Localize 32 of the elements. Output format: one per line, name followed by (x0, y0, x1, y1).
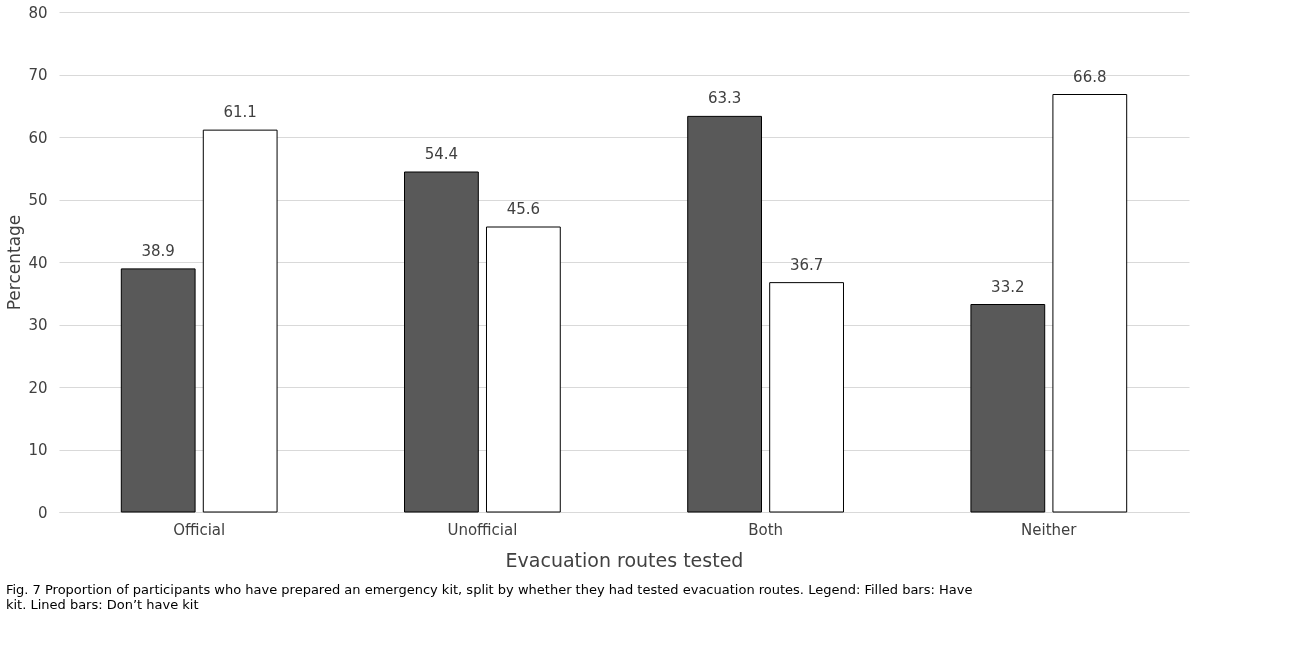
data-label: 54.4 (424, 145, 459, 163)
x-tick-label: Neither (1021, 520, 1078, 539)
bar (687, 115, 762, 513)
data-label: 61.1 (223, 103, 257, 122)
data-label: 63.3 (707, 89, 742, 108)
x-tick-label: Unofficial (447, 520, 518, 539)
y-tick-label: 30 (28, 316, 48, 334)
bar (202, 129, 278, 513)
y-tick-label: 50 (28, 191, 48, 209)
bar (970, 304, 1046, 513)
bar (769, 282, 844, 513)
data-label: 45.6 (506, 200, 541, 218)
bar (120, 268, 196, 513)
x-axis-title: Evacuation routes tested (505, 548, 744, 571)
data-label: 38.9 (141, 241, 175, 260)
y-tick-label: 80 (28, 3, 48, 22)
x-tick-label: Official (173, 520, 226, 539)
caption: Fig. 7 Proportion of participants who have prepared an emergency kit, split by whether they had tested evacuation routes. Legend: Filled bars: Have kit. Lined bars: Don’t have kit (5, 582, 973, 612)
y-axis-title: Percentage (4, 214, 25, 311)
bar (404, 171, 479, 513)
y-tick-label: 60 (28, 128, 48, 147)
bar (1052, 94, 1128, 513)
data-label: 66.8 (1073, 67, 1107, 86)
y-tick-label: 20 (28, 378, 48, 397)
x-tick-label: Both (748, 520, 784, 539)
data-label: 36.7 (789, 255, 824, 274)
y-tick-label: 10 (28, 441, 48, 459)
y-tick-label: 0 (37, 503, 48, 522)
bar (486, 226, 561, 513)
data-label: 33.2 (991, 277, 1025, 296)
y-tick-label: 70 (28, 66, 48, 84)
y-tick-label: 40 (28, 253, 48, 272)
